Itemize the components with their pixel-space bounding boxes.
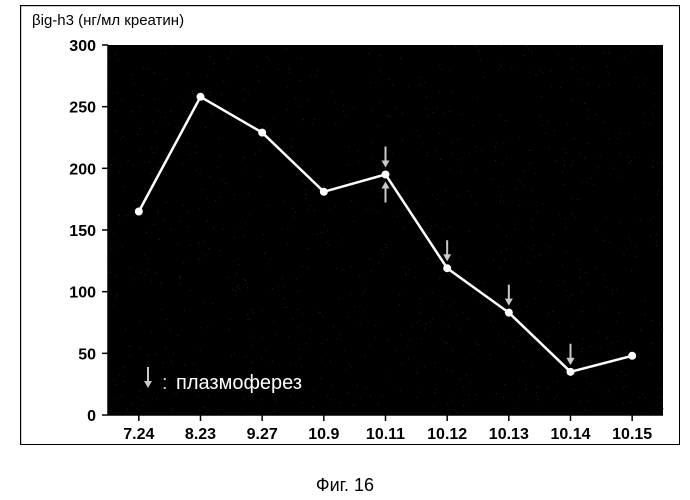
- data-marker: [258, 129, 266, 137]
- y-tick-label: 50: [78, 346, 96, 363]
- data-marker: [443, 264, 451, 272]
- x-tick-label: 9.27: [247, 426, 278, 443]
- y-tick-label: 200: [69, 161, 96, 178]
- data-marker: [135, 208, 143, 216]
- x-tick-label: 8.23: [185, 426, 216, 443]
- chart-container: βig-h3 (нг/мл креатин) 0 50 100 150 200 250 300…: [20, 5, 680, 475]
- x-tick-label: 10.12: [427, 426, 467, 443]
- y-axis-title: βig-h3 (нг/мл креатин): [32, 12, 184, 29]
- data-marker: [567, 368, 575, 376]
- x-tick-label: 10.9: [308, 426, 339, 443]
- x-tick-label: 10.13: [489, 426, 529, 443]
- y-tick-label: 0: [87, 408, 96, 425]
- figure-caption: Фиг. 16: [0, 475, 690, 496]
- y-tick-label: 100: [69, 285, 96, 302]
- data-marker: [628, 352, 636, 360]
- page-root: βig-h3 (нг/мл креатин) 0 50 100 150 200 250 300…: [0, 0, 690, 500]
- data-marker: [320, 188, 328, 196]
- y-tick-label: 150: [69, 223, 96, 240]
- legend-colon: :: [162, 372, 168, 394]
- y-tick-label: 300: [69, 38, 96, 55]
- x-tick-label: 7.24: [123, 426, 154, 443]
- data-marker: [505, 309, 513, 317]
- x-tick-label: 10.15: [612, 426, 652, 443]
- chart-svg: βig-h3 (нг/мл креатин) 0 50 100 150 200 250 300…: [20, 5, 680, 445]
- legend-text: плазмоферез: [176, 372, 302, 394]
- data-marker: [197, 93, 205, 101]
- x-tick-label: 10.11: [366, 426, 405, 443]
- y-tick-label: 250: [69, 100, 96, 117]
- plot-background: [108, 45, 663, 415]
- data-marker: [382, 171, 390, 179]
- x-tick-label: 10.14: [550, 426, 590, 443]
